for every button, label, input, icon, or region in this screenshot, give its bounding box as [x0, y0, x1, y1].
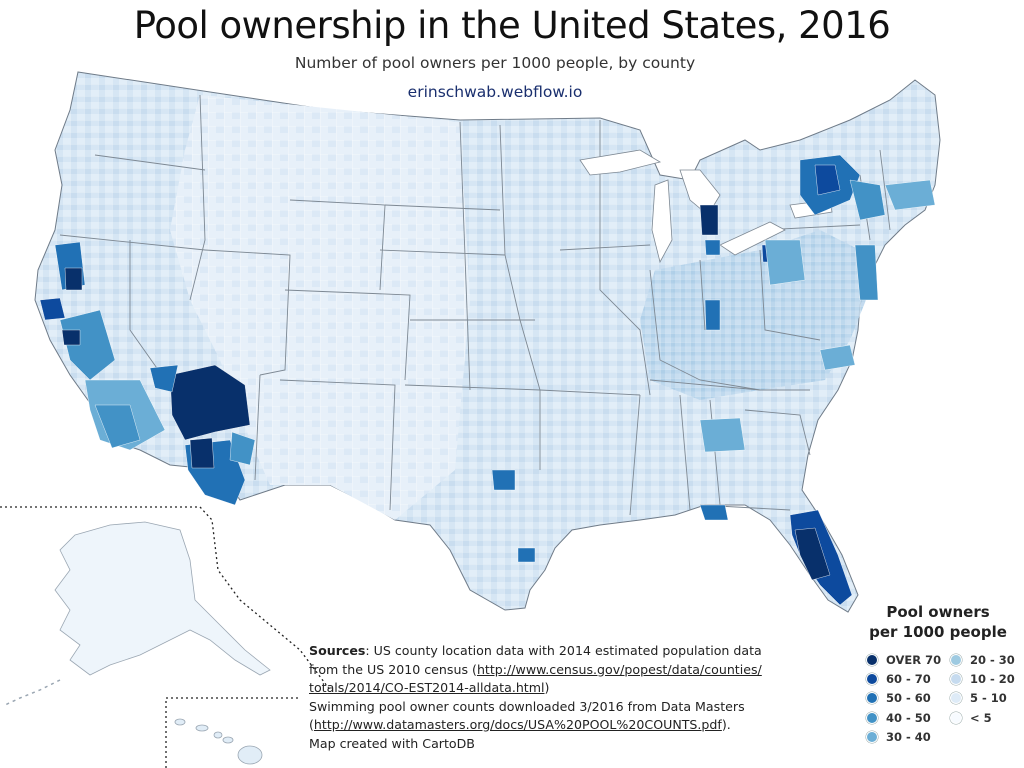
cluster-georgia	[699, 417, 746, 453]
cluster-ca-la	[94, 404, 141, 449]
cluster-texas-dallas	[491, 469, 516, 491]
legend-item: 40 - 50	[866, 710, 931, 726]
legend-item: < 5	[950, 710, 992, 726]
state-boundaries	[59, 94, 891, 516]
legend-swatch	[866, 730, 878, 743]
census-link-cont[interactable]: totals/2014/CO-EST2014-alldata.html	[309, 680, 545, 695]
cluster-ny-core	[814, 164, 841, 196]
cluster-ca-bay	[39, 297, 66, 321]
cluster-ny-east	[849, 179, 886, 221]
legend-label: 60 - 70	[886, 672, 931, 687]
hawaii-shape	[174, 718, 263, 765]
cluster-ca-central	[59, 309, 116, 381]
legend-swatch	[866, 692, 878, 705]
legend-label: 30 - 40	[886, 729, 931, 744]
datamasters-link[interactable]: http://www.datamasters.org/docs/USA%20PO…	[313, 717, 722, 732]
legend-swatch	[950, 673, 962, 686]
cluster-florida-core	[794, 527, 831, 581]
legend-label: 50 - 60	[886, 691, 931, 706]
high-ownership-areas	[39, 154, 936, 606]
cluster-arizona-mid	[189, 437, 215, 469]
cluster-texas-houston	[517, 547, 536, 563]
legend-item: 20 - 30	[950, 652, 1015, 668]
cluster-fl-panhandle	[699, 504, 729, 521]
cluster-michigan-2	[704, 239, 721, 256]
map-title: Pool ownership in the United States, 201…	[133, 4, 891, 47]
cluster-nevada	[149, 364, 179, 393]
cluster-nc	[819, 344, 856, 371]
cluster-arizona	[169, 364, 251, 441]
sources-heading: Sources	[309, 643, 366, 658]
legend-swatch	[950, 711, 962, 724]
legend-item: 5 - 10	[950, 690, 1007, 706]
cluster-michigan	[699, 204, 719, 236]
aleutian-islands	[4, 679, 61, 706]
legend-swatch	[950, 692, 962, 705]
legend-title: Pool owners per 1000 people	[858, 602, 1018, 642]
legend-label: < 5	[970, 710, 992, 725]
legend-item: 50 - 60	[866, 690, 931, 706]
legend-item: 10 - 20	[950, 671, 1015, 687]
sources-line5-prefix: (	[309, 717, 314, 732]
sources-line3-suffix: )	[544, 680, 550, 695]
legend-swatch	[866, 711, 878, 724]
legend-item: 30 - 40	[866, 729, 931, 745]
legend-label: 20 - 30	[970, 653, 1015, 667]
sources-line2-prefix: from the US 2010 census (	[309, 661, 477, 677]
census-link[interactable]: http://www.census.gov/popest/data/counti…	[476, 661, 762, 677]
legend-item: OVER 70	[866, 652, 941, 668]
legend-label: 10 - 20	[970, 672, 1015, 687]
sources-line6: Map created with CartoDB	[309, 735, 475, 751]
cluster-pa-west	[764, 239, 806, 286]
legend-item: 60 - 70	[866, 671, 931, 687]
sources-note: Sources: US county location data with 20…	[309, 642, 849, 753]
legend-label: 40 - 50	[886, 710, 931, 725]
legend-swatch	[866, 654, 878, 666]
cluster-ca-sacramento	[64, 267, 83, 291]
alaska-inset-border	[0, 506, 331, 691]
sources-line1: : US county location data with 2014 esti…	[365, 643, 762, 658]
sources-line5-suffix: ).	[721, 717, 731, 732]
alaska-shape	[54, 521, 271, 676]
cluster-nj	[854, 244, 879, 301]
author-credit: erinschwab.webflow.io	[407, 83, 583, 101]
sources-line4: Swimming pool owner counts downloaded 3/…	[309, 698, 745, 714]
legend-title-line1: Pool owners	[886, 603, 990, 621]
cluster-ca-fresno	[61, 329, 81, 346]
legend-title-line2: per 1000 people	[869, 623, 1007, 641]
cluster-ma	[884, 179, 936, 211]
hawaii-inset-border	[165, 697, 300, 768]
legend-swatch	[866, 673, 878, 686]
map-subtitle: Number of pool owners per 1000 people, b…	[294, 54, 696, 72]
legend-label: OVER 70	[886, 653, 942, 667]
east-band	[640, 230, 870, 400]
legend-label: 5 - 10	[970, 691, 1007, 706]
legend-swatch	[950, 654, 962, 666]
cluster-az-east	[229, 431, 256, 466]
cluster-ohio	[704, 299, 721, 331]
